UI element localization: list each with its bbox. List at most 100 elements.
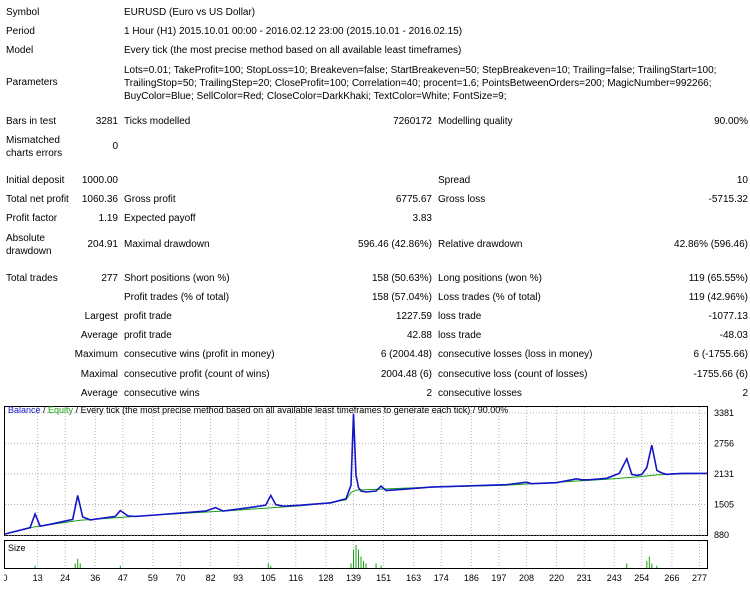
absolute-drawdown-label-1: Absolute: [6, 233, 45, 244]
x-tick-label: 243: [607, 573, 622, 583]
average-consec-wins-value: 2: [426, 388, 432, 399]
initial-deposit-label: Initial deposit: [6, 175, 65, 186]
x-tick-label: 36: [90, 573, 100, 583]
maximal-profit-label: consecutive profit (count of wins): [124, 369, 270, 380]
relative-drawdown-value: 42.86% (596.46): [674, 239, 748, 250]
x-tick-label: 105: [261, 573, 276, 583]
maximal-drawdown-value: 596.46 (42.86%): [358, 239, 432, 250]
long-positions-value: 119 (65.55%): [688, 273, 748, 284]
x-tick-label: 208: [519, 573, 534, 583]
legend-balance: Balance: [8, 405, 41, 415]
short-positions-value: 158 (50.63%): [371, 273, 432, 284]
bars-in-test-value: 3281: [95, 116, 118, 127]
profit-factor-value: 1.19: [98, 213, 118, 224]
loss-trades-value: 119 (42.96%): [688, 292, 748, 303]
x-tick-label: 116: [289, 573, 303, 583]
average-profit-label: profit trade: [124, 330, 172, 341]
x-tick-label: 174: [434, 573, 449, 583]
x-tick-label: 128: [318, 573, 333, 583]
x-tick-label: 0: [4, 573, 8, 583]
maximal-drawdown-label: Maximal drawdown: [124, 239, 210, 250]
parameters-line-1: Lots=0.01; TakeProfit=100; StopLoss=10; …: [124, 65, 717, 76]
gross-loss-label: Gross loss: [438, 194, 486, 205]
profit-factor-label: Profit factor: [6, 213, 58, 224]
x-tick-label: 220: [549, 573, 564, 583]
average-consec-losses-label: consecutive losses: [438, 388, 522, 399]
total-trades-value: 277: [101, 273, 118, 284]
mismatched-value: 0: [112, 141, 118, 152]
legend-equity: Equity: [48, 405, 74, 415]
loss-trades-label: Loss trades (% of total): [438, 292, 541, 303]
x-tick-label: 47: [118, 573, 128, 583]
parameters-line-2: TrailingStop=50; TrailingStep=20; CloseP…: [124, 78, 712, 89]
parameters-line-3: BuyColor=Blue; SellColor=Red; CloseColor…: [124, 91, 507, 102]
ticks-modelled-value: 7260172: [393, 116, 432, 127]
gross-profit-label: Gross profit: [124, 194, 176, 205]
period-value: 1 Hour (H1) 2015.10.01 00:00 - 2016.02.1…: [124, 26, 463, 37]
maximum-wins-label: consecutive wins (profit in money): [124, 349, 275, 360]
maximal-profit-value: 2004.48 (6): [380, 369, 432, 380]
average-consec-label: Average: [80, 388, 118, 399]
y-tick-label: 3381: [714, 408, 734, 418]
total-net-profit-value: 1060.36: [81, 194, 118, 205]
profit-trades-label: Profit trades (% of total): [124, 292, 230, 303]
gross-loss-value: -5715.32: [708, 194, 748, 205]
long-positions-label: Long positions (won %): [438, 273, 542, 284]
modelling-quality-label: Modelling quality: [438, 116, 513, 127]
x-tick-label: 266: [664, 573, 679, 583]
model-value: Every tick (the most precise method base…: [124, 45, 462, 56]
y-tick-label: 1505: [714, 499, 734, 509]
profit-trades-value: 158 (57.04%): [371, 292, 432, 303]
average-profit-value: 42.88: [406, 330, 432, 341]
absolute-drawdown-label-2: drawdown: [6, 246, 52, 257]
y-tick-label: 2131: [714, 469, 734, 479]
x-tick-label: 13: [33, 573, 43, 583]
y-tick-label: 880: [714, 530, 729, 540]
legend-sep: /: [40, 405, 49, 415]
modelling-quality-value: 90.00%: [714, 116, 748, 127]
x-tick-label: 254: [634, 573, 649, 583]
relative-drawdown-label: Relative drawdown: [438, 239, 523, 250]
mismatched-label-1: Mismatched: [6, 135, 60, 146]
symbol-value: EURUSD (Euro vs US Dollar): [124, 7, 256, 18]
size-label: Size: [8, 543, 26, 553]
total-net-profit-label: Total net profit: [6, 194, 69, 205]
initial-deposit-value: 1000.00: [81, 175, 118, 186]
largest-profit-value: 1227.59: [395, 311, 432, 322]
parameters-label: Parameters: [6, 77, 58, 88]
ticks-modelled-label: Ticks modelled: [124, 116, 191, 127]
x-tick-label: 139: [346, 573, 361, 583]
x-axis-ticks: 0 13 24 36 47 59 70 82 93 105 116 128 139 151 163 174 18…: [4, 573, 707, 583]
maximum-losses-value: 6 (-1755.66): [693, 349, 748, 360]
absolute-drawdown-value: 204.91: [87, 239, 118, 250]
largest-loss-value: -1077.13: [708, 311, 748, 322]
total-trades-label: Total trades: [6, 273, 58, 284]
bars-in-test-label: Bars in test: [6, 116, 57, 127]
equity-line: [4, 413, 707, 535]
x-tick-label: 24: [60, 573, 70, 583]
maximal-label: Maximal: [80, 369, 118, 380]
largest-label: Largest: [84, 311, 118, 322]
maximum-losses-label: consecutive losses (loss in money): [438, 349, 593, 360]
chart-svg: 3381 2756 2131 1505 880 0 13 24 36 47 59 70 82 93 105…: [4, 406, 734, 583]
chart-legend: Balance / Equity / Every tick (the most …: [8, 404, 508, 416]
maximum-wins-value: 6 (2004.48): [380, 349, 432, 360]
y-tick-label: 2756: [714, 438, 734, 448]
expected-payoff-value: 3.83: [412, 213, 432, 224]
mismatched-label-2: charts errors: [6, 148, 63, 159]
largest-loss-label: loss trade: [438, 311, 482, 322]
x-tick-label: 231: [577, 573, 592, 583]
gross-profit-value: 6775.67: [395, 194, 432, 205]
x-tick-label: 93: [233, 573, 243, 583]
x-tick-label: 186: [464, 573, 479, 583]
legend-description: / Every tick (the most precise method ba…: [73, 405, 509, 415]
x-tick-label: 59: [148, 573, 158, 583]
short-positions-label: Short positions (won %): [124, 273, 230, 284]
average-loss-label: loss trade: [438, 330, 482, 341]
average-consec-losses-value: 2: [742, 388, 748, 399]
maximal-loss-value: -1755.66 (6): [693, 369, 748, 380]
x-tick-label: 197: [491, 573, 506, 583]
maximum-label: Maximum: [74, 349, 118, 360]
x-tick-label: 82: [206, 573, 216, 583]
symbol-label: Symbol: [6, 7, 40, 18]
